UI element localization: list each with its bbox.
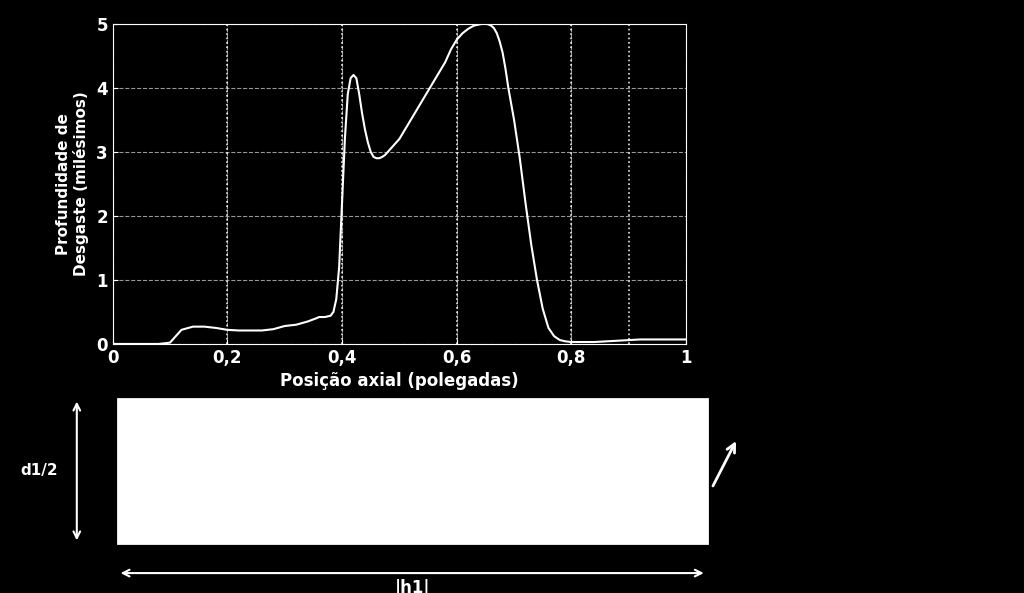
Text: d1/2: d1/2 xyxy=(20,464,57,479)
Y-axis label: Profundidade de
Desgaste (milésimos): Profundidade de Desgaste (milésimos) xyxy=(55,91,89,276)
Text: |h1|: |h1| xyxy=(394,579,430,593)
X-axis label: Posição axial (polegadas): Posição axial (polegadas) xyxy=(280,372,519,390)
Bar xyxy=(118,398,707,543)
